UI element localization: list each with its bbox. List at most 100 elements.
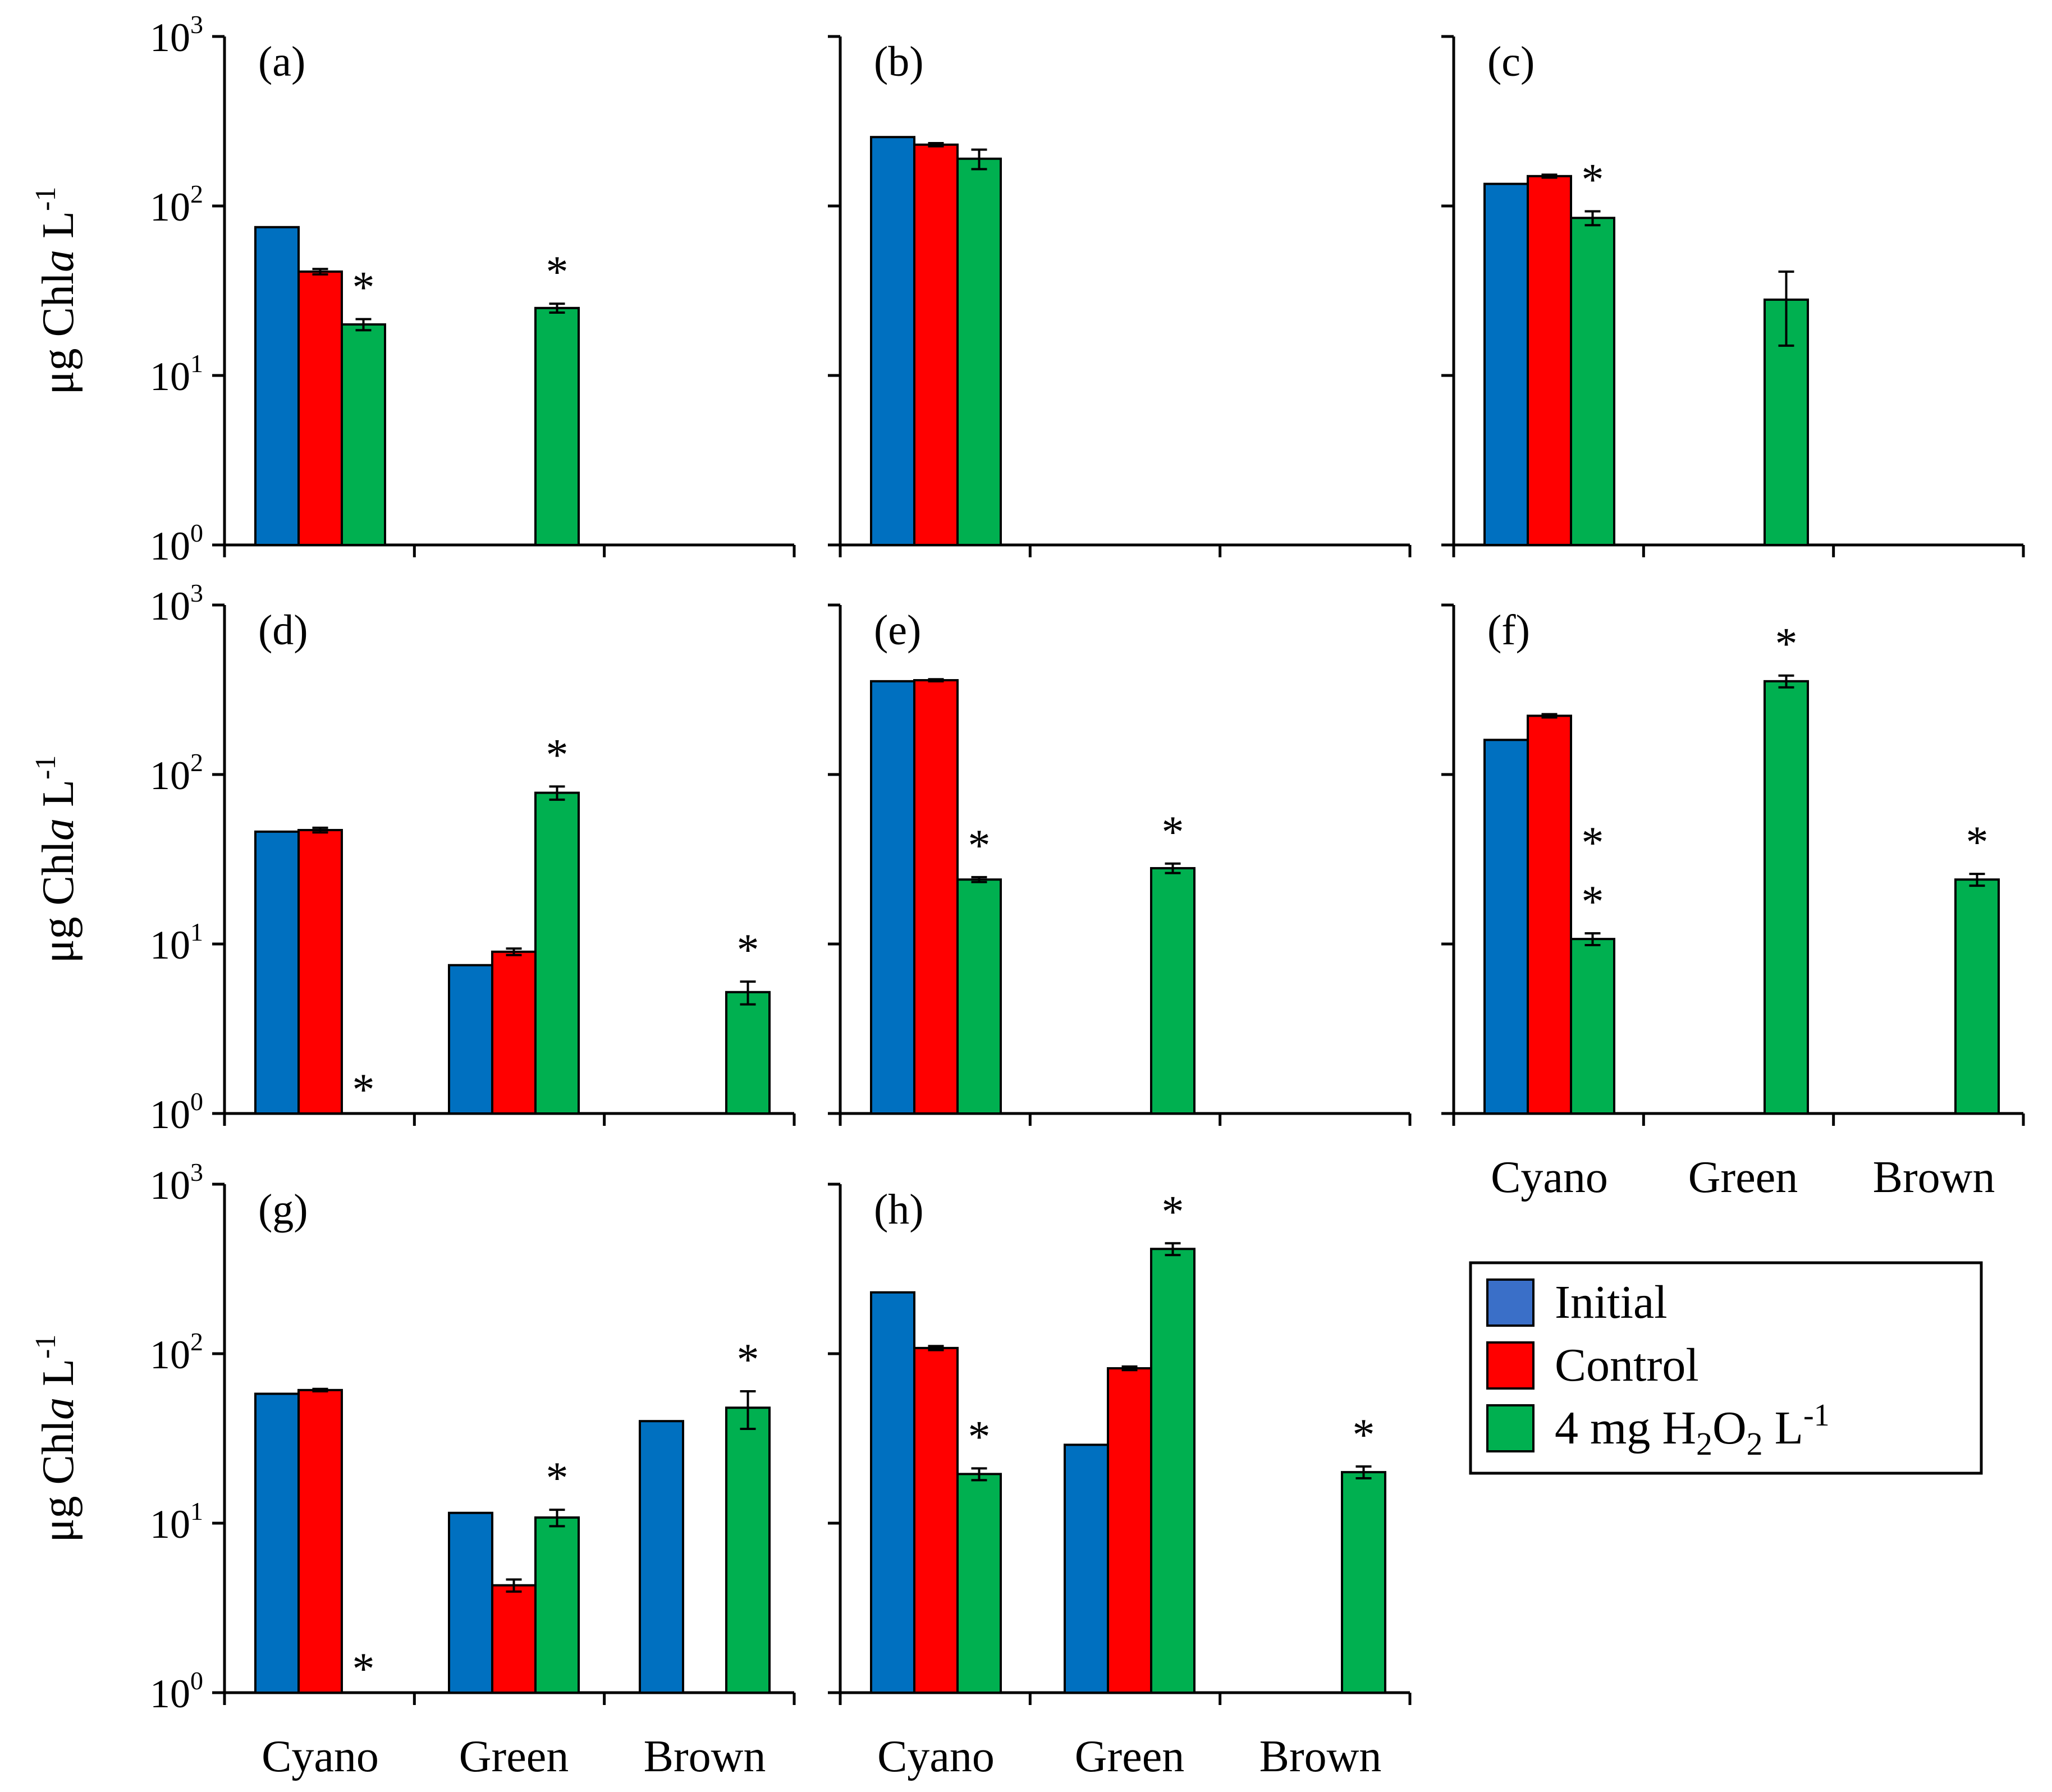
bar-control [913, 1346, 959, 1694]
significance-star: * [1582, 155, 1604, 205]
bar-4 [534, 1516, 580, 1694]
tick-exponent: 1 [190, 1497, 203, 1525]
y-tick-label: 100 [150, 1087, 203, 1137]
y-title-unit: L [34, 780, 83, 818]
bar-4 [956, 1473, 1002, 1694]
tick-base: 10 [150, 923, 190, 968]
y-axis-title: μg Chla L-1 [30, 755, 83, 964]
y-title-italic: a [34, 250, 83, 272]
y-tick-label: 102 [150, 1327, 203, 1377]
bar-4 [341, 323, 386, 546]
y-title-italic: a [34, 818, 83, 841]
bar-4 [725, 991, 771, 1115]
panel-label: (h) [874, 1186, 924, 1233]
tick-base: 10 [150, 1671, 190, 1716]
y-tick-label: 103 [150, 10, 203, 60]
bar-initial [254, 1392, 300, 1694]
panel-label: (b) [874, 38, 924, 85]
bar-initial [870, 680, 915, 1115]
y-axis-title: μg Chla L-1 [30, 1335, 83, 1543]
tick-exponent: 1 [190, 349, 203, 378]
tick-exponent: 0 [190, 1666, 203, 1695]
significance-star: * [1966, 818, 1989, 867]
bar-initial [1483, 739, 1529, 1115]
bar-control [913, 143, 959, 546]
bar-initial [870, 136, 915, 547]
y-title-main: μg Chl [34, 841, 83, 963]
y-tick-label: 102 [150, 748, 203, 798]
significance-star: * [352, 1065, 375, 1115]
legend-sub: 2 [1747, 1426, 1763, 1462]
y-tick-label: 102 [150, 180, 203, 230]
legend: Initial Control 4 mg H2O2 L-1 [1469, 1261, 1983, 1475]
bar-control [1527, 175, 1572, 546]
y-title-main: μg Chl [34, 1420, 83, 1542]
y-title-main: μg Chl [34, 272, 83, 395]
tick-exponent: 1 [190, 918, 203, 946]
panel-label: (f) [1487, 607, 1530, 654]
bar-initial [1064, 1443, 1109, 1694]
panel-c: (c) * [1441, 35, 2025, 557]
panel-f: (f) * * * * Cyano Green Brown [1441, 603, 2025, 1202]
tick-base: 10 [150, 354, 190, 399]
y-tick-label: 101 [150, 918, 203, 968]
category-label: Green [1075, 1732, 1184, 1781]
bar-control [297, 829, 343, 1115]
tick-exponent: 3 [190, 579, 203, 607]
y-tick-label: 100 [150, 519, 203, 569]
bar-initial [448, 1511, 493, 1694]
y-tick-label: 103 [150, 1158, 203, 1208]
tick-base: 10 [150, 15, 190, 60]
bar-initial [639, 1420, 684, 1694]
bar-4 [534, 306, 580, 547]
panel-e: (e) * * [828, 603, 1412, 1126]
panel-h: (h) * * * Cyano Green Brown [828, 1183, 1412, 1781]
legend-part: L [1763, 1402, 1803, 1454]
bar-initial [448, 964, 493, 1115]
y-tick-label: 101 [150, 1497, 203, 1547]
bar-control [491, 1584, 537, 1694]
category-label: Green [459, 1732, 569, 1781]
panel-label: (c) [1487, 38, 1535, 85]
tick-base: 10 [150, 1092, 190, 1137]
legend-sub: 2 [1696, 1426, 1712, 1462]
bar-control [491, 950, 537, 1115]
significance-star: * [737, 925, 759, 975]
legend-label: 4 mg H2O2 L-1 [1555, 1398, 1830, 1462]
category-label: Brown [644, 1732, 766, 1781]
y-title-unit: L [34, 211, 83, 250]
tick-exponent: 0 [190, 1087, 203, 1116]
significance-star: * [352, 263, 375, 313]
significance-star: * [1353, 1410, 1375, 1460]
significance-star: * [1775, 620, 1798, 669]
bar-4 [956, 157, 1002, 546]
tick-base: 10 [150, 185, 190, 230]
bar-control [913, 679, 959, 1115]
category-label: Green [1688, 1153, 1798, 1202]
y-axis-title: μg Chla L-1 [30, 187, 83, 395]
bar-initial [254, 226, 300, 546]
legend-part: O [1712, 1402, 1747, 1454]
significance-star: * [1582, 818, 1604, 868]
significance-star: * [968, 821, 991, 870]
bar-4 [534, 791, 580, 1115]
legend-swatch [1486, 1341, 1535, 1390]
y-title-unit: L [34, 1359, 83, 1397]
y-tick-label: 103 [150, 579, 203, 629]
panel-label: (e) [874, 607, 921, 654]
tick-base: 10 [150, 524, 190, 569]
legend-label: Control [1555, 1339, 1699, 1391]
bar-initial [870, 1291, 915, 1694]
legend-label: Initial [1555, 1276, 1668, 1328]
tick-exponent: 3 [190, 1158, 203, 1186]
category-label: Cyano [1491, 1153, 1608, 1202]
y-title-sup: -1 [30, 187, 62, 211]
bar-4 [1150, 1248, 1196, 1694]
legend-part: 4 mg H [1555, 1402, 1696, 1454]
category-label: Brown [1873, 1153, 1995, 1202]
y-title-sup: -1 [30, 755, 62, 780]
